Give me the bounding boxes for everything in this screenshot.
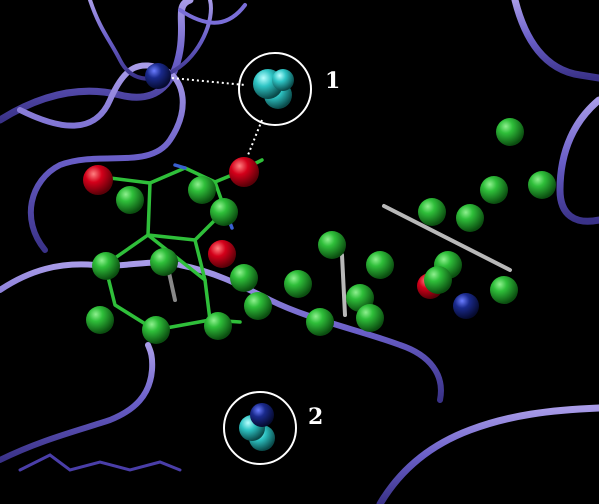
red-sphere <box>229 157 259 187</box>
ribbon-right-top <box>511 0 599 82</box>
ribbon-right-middle <box>556 96 599 225</box>
ribbon-bottom-right <box>376 404 599 504</box>
red-spheres <box>83 157 443 299</box>
blue-sphere <box>250 403 274 427</box>
ribbon-strand-top <box>88 0 213 81</box>
ligand-nitrogen-bond-top <box>173 163 187 170</box>
red-sphere <box>208 240 236 268</box>
green-sphere <box>480 176 508 204</box>
dotted-line-to-blue <box>171 77 246 86</box>
grey-stick-vertical <box>340 253 347 317</box>
interaction-lines <box>171 77 263 156</box>
green-sphere <box>116 186 144 214</box>
grey-stick-long <box>382 204 512 272</box>
blue-sphere <box>145 63 171 89</box>
green-sphere <box>188 176 216 204</box>
ribbon-bottom-thin <box>18 453 182 472</box>
ribbon-helix-top-left <box>0 0 194 124</box>
green-sphere <box>142 316 170 344</box>
green-spheres <box>86 118 556 344</box>
green-sphere <box>528 171 556 199</box>
callout-2: 2 <box>223 391 323 465</box>
ligand-branch <box>193 238 207 282</box>
dotted-line-to-ligand <box>247 119 263 156</box>
callout-circle <box>238 52 312 126</box>
water-sphere <box>272 69 294 91</box>
red-sphere <box>83 165 113 195</box>
ligand-lower-ring <box>103 233 212 332</box>
green-sphere <box>244 292 272 320</box>
ribbon-bottom-left <box>0 342 156 463</box>
callout-1: 1 <box>238 52 340 126</box>
green-sphere <box>418 198 446 226</box>
green-sphere <box>496 118 524 146</box>
callout-label-1: 1 <box>325 68 340 94</box>
green-sphere <box>86 306 114 334</box>
ribbon-top-center <box>178 3 247 25</box>
green-sphere <box>230 264 258 292</box>
green-sphere <box>456 204 484 232</box>
green-sphere <box>92 252 120 280</box>
callout-circle <box>223 391 297 465</box>
callout-label-2: 2 <box>308 404 323 430</box>
green-sphere <box>150 248 178 276</box>
green-sphere <box>204 312 232 340</box>
blue-spheres <box>145 63 479 319</box>
green-sphere <box>306 308 334 336</box>
green-sphere <box>356 304 384 332</box>
green-sphere <box>490 276 518 304</box>
green-sphere <box>284 270 312 298</box>
blue-sphere <box>453 293 479 319</box>
ribbon-loop-top-left <box>17 62 186 253</box>
green-sphere <box>318 231 346 259</box>
green-sphere <box>424 266 452 294</box>
green-sphere <box>366 251 394 279</box>
green-sphere <box>210 198 238 226</box>
